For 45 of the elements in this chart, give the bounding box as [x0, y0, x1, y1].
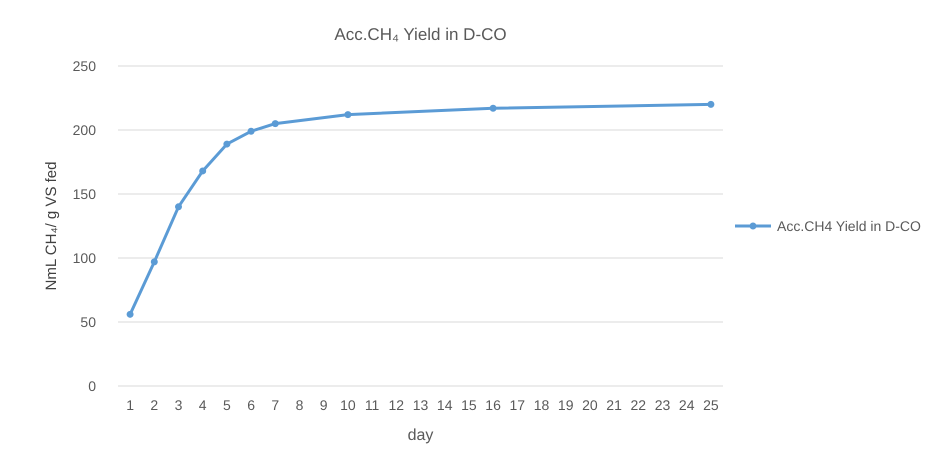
- x-tick-label: 4: [198, 397, 207, 413]
- point: [490, 104, 497, 112]
- point: [150, 258, 158, 266]
- x-tick-label: 22: [630, 397, 646, 413]
- point: [126, 310, 134, 318]
- point: [223, 140, 230, 148]
- x-tick-label: 1: [126, 397, 134, 413]
- x-tick-label: 24: [678, 397, 695, 413]
- y-tick-label: 50: [80, 314, 96, 330]
- x-tick-label: 18: [534, 397, 550, 413]
- x-tick-label: 15: [461, 397, 477, 413]
- x-axis-title: day: [408, 427, 434, 444]
- x-tick-label: 25: [703, 397, 719, 413]
- x-tick-label: 14: [436, 397, 453, 413]
- point: [175, 203, 182, 210]
- y-tick-label: 250: [72, 58, 96, 74]
- y-tick-label: 200: [72, 122, 96, 138]
- x-tick-label: 12: [388, 397, 404, 413]
- x-tick-label: 9: [320, 397, 328, 413]
- x-tick-label: 21: [606, 397, 622, 413]
- point: [707, 100, 714, 108]
- x-tick-label: 2: [150, 397, 158, 413]
- point: [248, 128, 255, 135]
- x-tick-label: 7: [271, 397, 280, 413]
- y-tick-label: 150: [72, 186, 96, 202]
- x-tick-label: 3: [174, 397, 183, 413]
- y-axis-title: NmL CH₄/ g VS fed: [43, 162, 60, 290]
- x-tick-label: 8: [296, 397, 304, 413]
- point: [199, 167, 206, 174]
- point: [272, 120, 279, 128]
- chart-title: Acc.CH₄ Yield in D-CO: [334, 25, 507, 44]
- x-tick-label: 6: [247, 397, 256, 413]
- x-tick-label: 16: [485, 397, 502, 413]
- x-tick-label: 10: [340, 397, 356, 413]
- y-tick-label: 0: [88, 378, 96, 394]
- y-tick-label: 100: [72, 250, 96, 266]
- x-tick-label: 11: [364, 397, 380, 413]
- legend-label: Acc.CH4 Yield in D-CO: [777, 218, 922, 234]
- x-tick-label: 17: [510, 397, 526, 413]
- x-tick-label: 5: [223, 397, 231, 413]
- x-tick-label: 20: [582, 397, 598, 413]
- x-tick-label: 13: [412, 397, 428, 413]
- x-tick-label: 19: [558, 397, 574, 413]
- point: [344, 111, 352, 118]
- x-tick-label: 23: [654, 397, 670, 413]
